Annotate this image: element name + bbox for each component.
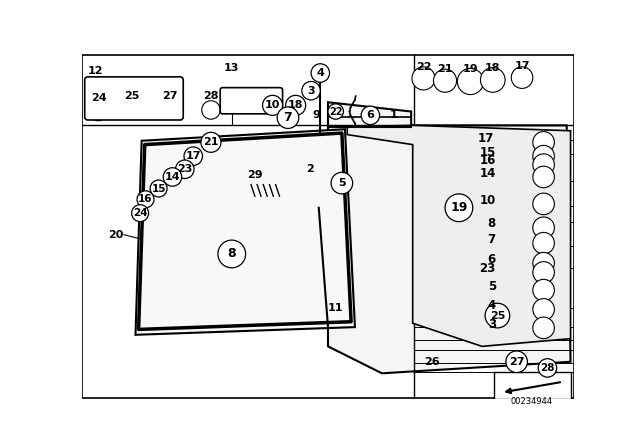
Circle shape <box>122 101 141 119</box>
Text: 12: 12 <box>88 66 103 76</box>
Text: 18: 18 <box>485 63 500 73</box>
Circle shape <box>202 101 220 119</box>
Text: 16: 16 <box>138 194 153 204</box>
Circle shape <box>132 205 148 222</box>
Text: 28: 28 <box>540 363 555 373</box>
Text: 6: 6 <box>367 110 374 121</box>
Circle shape <box>485 303 509 328</box>
Circle shape <box>328 104 344 119</box>
Text: 24: 24 <box>91 93 106 103</box>
Polygon shape <box>328 102 570 373</box>
Circle shape <box>90 102 108 121</box>
Text: 2: 2 <box>307 164 314 174</box>
Text: 3: 3 <box>307 86 315 96</box>
Text: 10: 10 <box>479 194 496 207</box>
Text: 26: 26 <box>424 357 440 367</box>
Circle shape <box>302 82 320 100</box>
FancyBboxPatch shape <box>220 88 283 114</box>
Circle shape <box>184 147 202 165</box>
Circle shape <box>331 172 353 194</box>
Text: 19: 19 <box>463 64 478 74</box>
Text: 4: 4 <box>488 299 496 312</box>
Circle shape <box>433 69 456 92</box>
Text: 7: 7 <box>284 111 292 124</box>
Text: 11: 11 <box>328 303 344 313</box>
Circle shape <box>533 299 554 320</box>
Text: 8: 8 <box>227 247 236 260</box>
Text: 14: 14 <box>164 172 180 182</box>
Text: 14: 14 <box>479 167 496 180</box>
Text: 7: 7 <box>488 233 496 246</box>
Circle shape <box>533 193 554 215</box>
Circle shape <box>277 107 299 129</box>
Text: 21: 21 <box>204 137 219 147</box>
Text: 23: 23 <box>479 262 496 275</box>
Text: 27: 27 <box>163 91 178 101</box>
Circle shape <box>218 240 246 268</box>
Text: 19: 19 <box>450 201 468 214</box>
Circle shape <box>533 252 554 274</box>
Circle shape <box>533 233 554 254</box>
Polygon shape <box>348 125 570 346</box>
Circle shape <box>538 359 557 377</box>
Circle shape <box>533 146 554 167</box>
Text: 24: 24 <box>133 208 147 218</box>
Text: 15: 15 <box>479 146 496 159</box>
Text: 3: 3 <box>488 318 496 331</box>
Circle shape <box>412 67 435 90</box>
Text: 28: 28 <box>204 91 219 101</box>
Circle shape <box>481 68 505 92</box>
Text: 00234944: 00234944 <box>511 397 553 406</box>
Circle shape <box>533 132 554 153</box>
Circle shape <box>533 280 554 301</box>
Circle shape <box>201 132 221 152</box>
Text: 25: 25 <box>490 310 505 321</box>
Circle shape <box>458 69 484 95</box>
Text: 22: 22 <box>329 107 342 116</box>
Circle shape <box>533 317 554 339</box>
Text: 6: 6 <box>488 253 496 266</box>
Circle shape <box>137 191 154 208</box>
Circle shape <box>533 217 554 238</box>
Text: 4: 4 <box>316 68 324 78</box>
Circle shape <box>285 95 306 116</box>
Text: 23: 23 <box>177 164 193 174</box>
Text: 8: 8 <box>488 217 496 230</box>
Circle shape <box>311 64 330 82</box>
Text: 17: 17 <box>186 151 201 161</box>
Text: 16: 16 <box>479 154 496 167</box>
Text: 29: 29 <box>247 170 262 180</box>
Text: 15: 15 <box>151 184 166 194</box>
Text: 17: 17 <box>477 132 493 145</box>
Text: 18: 18 <box>288 100 303 110</box>
Text: 5: 5 <box>488 280 496 293</box>
Circle shape <box>163 168 182 186</box>
Polygon shape <box>136 129 355 335</box>
Text: 22: 22 <box>416 62 431 72</box>
Text: 17: 17 <box>515 61 530 71</box>
Circle shape <box>533 262 554 283</box>
Circle shape <box>161 101 179 119</box>
Circle shape <box>511 67 533 88</box>
Text: 20: 20 <box>109 230 124 240</box>
Text: 27: 27 <box>509 357 524 367</box>
Bar <box>493 372 570 399</box>
Text: 1: 1 <box>390 110 397 121</box>
FancyBboxPatch shape <box>84 77 183 120</box>
Circle shape <box>361 106 380 125</box>
Circle shape <box>506 351 527 373</box>
Circle shape <box>150 180 167 197</box>
Circle shape <box>445 194 473 222</box>
Text: 21: 21 <box>437 64 452 74</box>
Text: 5: 5 <box>338 178 346 188</box>
Circle shape <box>533 166 554 188</box>
Circle shape <box>533 154 554 176</box>
Text: 9: 9 <box>312 110 321 121</box>
Circle shape <box>262 95 283 116</box>
Text: 10: 10 <box>265 100 280 110</box>
Circle shape <box>175 160 194 178</box>
Text: 13: 13 <box>224 63 239 73</box>
Text: 25: 25 <box>124 91 140 101</box>
